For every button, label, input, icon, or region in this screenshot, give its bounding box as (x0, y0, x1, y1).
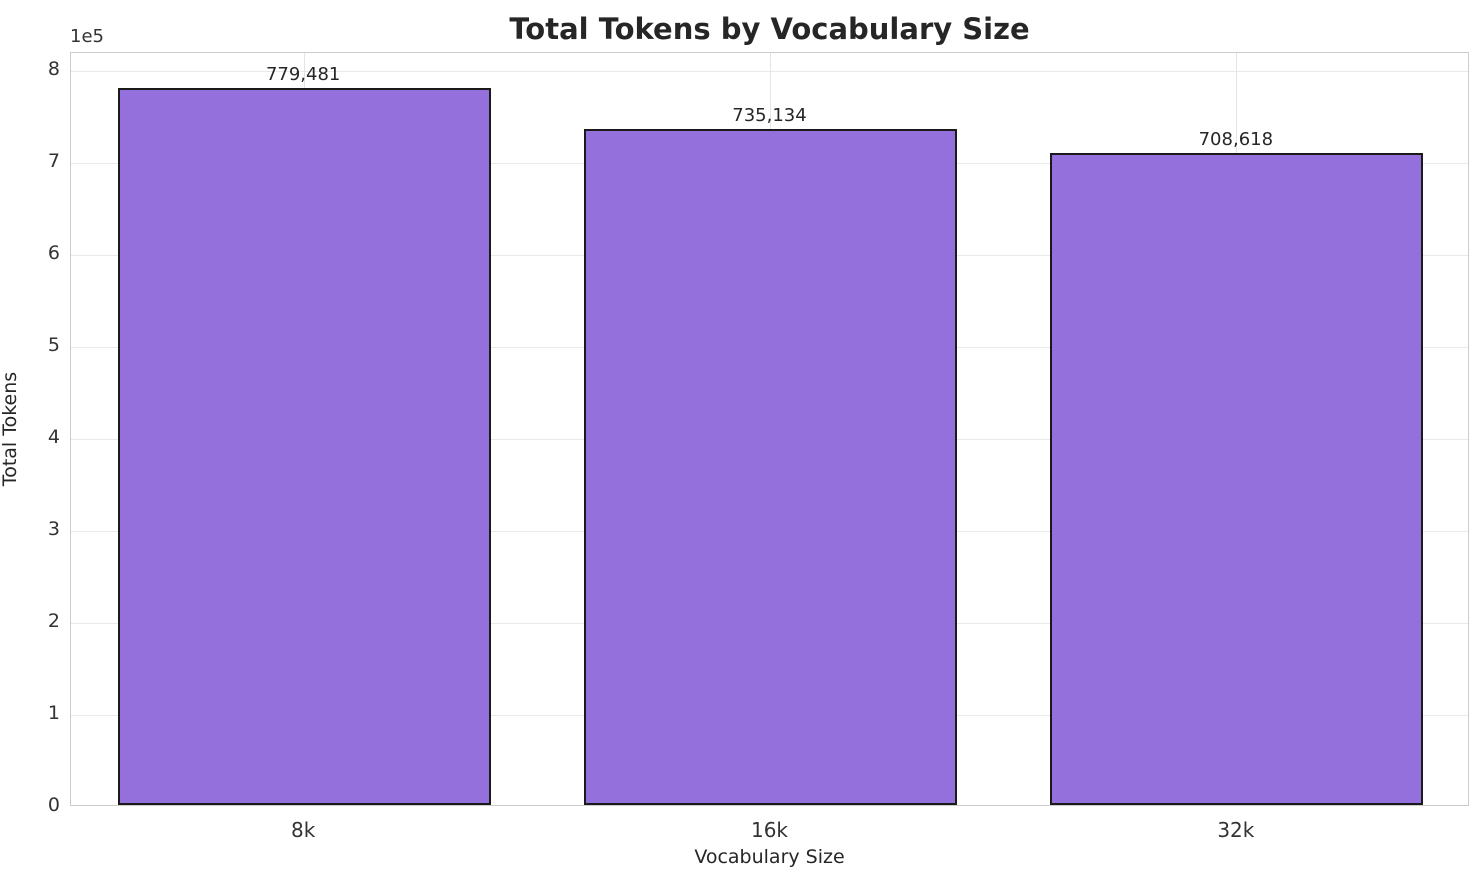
plot-area (70, 52, 1469, 806)
bar-32k (1050, 153, 1424, 805)
bar-value-label: 708,618 (1198, 129, 1274, 151)
y-tick-label: 4 (47, 426, 60, 449)
bar-value-label: 735,134 (732, 105, 807, 127)
y-tick-label: 0 (47, 794, 60, 816)
y-tick-label: 2 (47, 610, 60, 633)
y-tick-label: 1 (47, 702, 60, 725)
y-tick-label: 6 (47, 242, 60, 265)
x-axis-label: Vocabulary Size (694, 846, 845, 868)
y-tick-label: 3 (47, 518, 60, 541)
y-tick-label: 7 (47, 150, 60, 173)
x-tick-label: 16k (750, 818, 789, 842)
y-axis-offset-text: 1e5 (70, 26, 104, 47)
y-tick-label: 8 (47, 58, 60, 81)
y-gridline (71, 70, 1468, 72)
bar-8k (117, 88, 491, 805)
chart-title: Total Tokens by Vocabulary Size (509, 12, 1030, 46)
x-tick-label: 8k (291, 818, 316, 842)
y-tick-label: 5 (47, 334, 60, 357)
bar-16k (583, 129, 958, 805)
bar-value-label: 779,481 (265, 64, 341, 86)
x-tick-label: 32k (1217, 818, 1255, 842)
